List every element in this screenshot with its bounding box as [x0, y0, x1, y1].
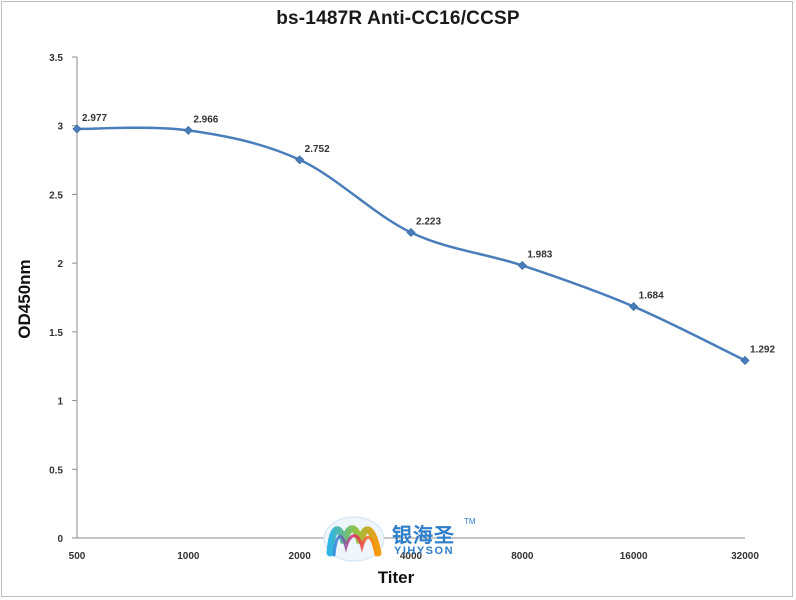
data-label: 2.966: [193, 114, 218, 125]
data-point-marker: [740, 355, 750, 366]
data-point-marker: [183, 125, 193, 135]
logo-name-cn: 银海圣: [392, 523, 455, 547]
x-tick-label: 2000: [289, 551, 312, 562]
y-axis-title: OD450nm: [15, 259, 34, 338]
data-point-marker: [406, 227, 416, 238]
y-tick-label: 2.5: [49, 190, 63, 201]
data-point-marker: [517, 260, 527, 271]
y-tick-label: 2: [57, 259, 63, 270]
data-point-marker: [72, 124, 82, 134]
x-tick-label: 1000: [177, 551, 200, 562]
series-line-layer: [76, 126, 746, 362]
y-tick-label: 3.5: [49, 53, 63, 64]
y-tick-label: 3: [57, 122, 63, 133]
y-tick-label: 1: [57, 397, 63, 408]
logo-trademark: TM: [464, 517, 476, 526]
data-label: 2.752: [305, 144, 330, 155]
y-tick-label: 0: [57, 534, 63, 545]
data-label: 1.983: [527, 249, 552, 260]
data-label: 2.223: [416, 216, 441, 227]
axes: 0 0.5 1 1.5 2 2.5 3 3.5 500 1000 2000 4000 8000 16000…: [49, 53, 759, 562]
data-point-marker: [295, 155, 305, 165]
y-tick-label: 1.5: [49, 328, 63, 339]
x-tick-label: 500: [69, 551, 86, 562]
company-logo: 银海圣 TM YIHYSON: [322, 515, 492, 563]
x-axis-title: Titer: [378, 568, 415, 587]
data-label: 1.684: [639, 291, 664, 302]
series-line: [76, 126, 746, 362]
logo-name-en: YIHYSON: [394, 545, 455, 557]
x-tick-label: 16000: [620, 551, 648, 562]
marker-layer: [72, 124, 750, 366]
logo-mark-icon: [323, 516, 385, 562]
data-label: 2.977: [82, 113, 107, 124]
chart-title: bs-1487R Anti-CC16/CCSP: [276, 8, 520, 29]
x-tick-label: 32000: [731, 551, 759, 562]
data-label: 1.292: [750, 344, 775, 355]
data-point-marker: [629, 302, 639, 312]
x-tick-label: 8000: [511, 551, 534, 562]
data-label-layer: 2.977 2.966 2.752 2.223 1.983 1.684 1.292: [82, 113, 775, 356]
x-tick-label: 4000: [400, 551, 423, 562]
y-tick-label: 0.5: [49, 465, 63, 476]
